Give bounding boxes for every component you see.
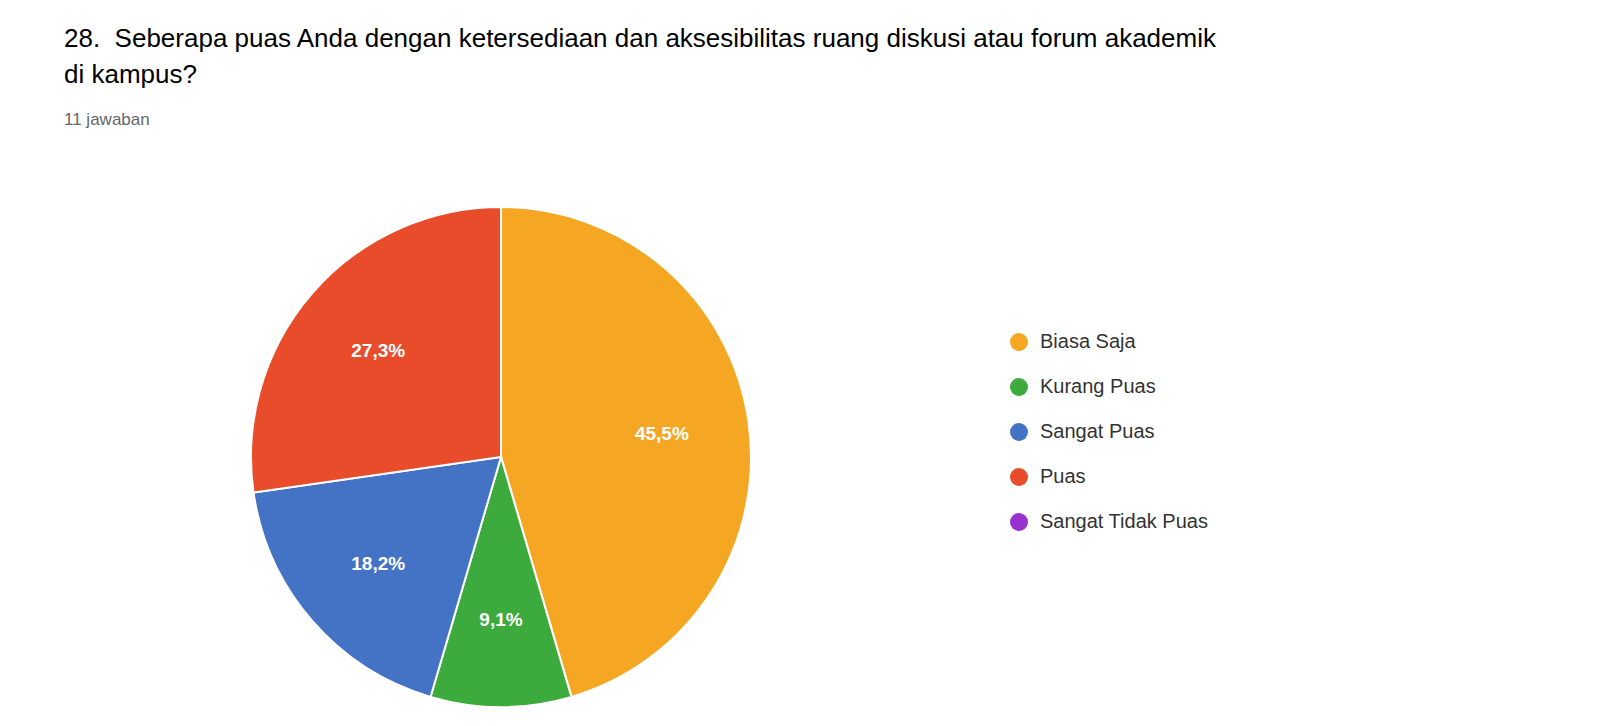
html-text:11 jawaban: 11 jawaban — [64, 110, 150, 129]
svg-text:18,2%: 18,2% — [351, 553, 405, 574]
html-text:Sangat Puas: Sangat Puas — [1040, 420, 1155, 442]
html-text:Sangat Tidak Puas: Sangat Tidak Puas — [1040, 510, 1208, 532]
html-text:Kurang Puas: Kurang Puas — [1040, 375, 1156, 397]
svg-text:9,1%: 9,1% — [479, 609, 522, 630]
html-text:Puas: Puas — [1040, 465, 1086, 487]
svg-text:45,5%: 45,5% — [635, 423, 689, 444]
html-text:28. Seberapa puas Anda dengan: 28. Seberapa puas Anda dengan ketersedia… — [64, 23, 1216, 89]
html-text:Biasa Saja: Biasa Saja — [1040, 330, 1136, 352]
svg-text:27,3%: 27,3% — [351, 340, 405, 361]
